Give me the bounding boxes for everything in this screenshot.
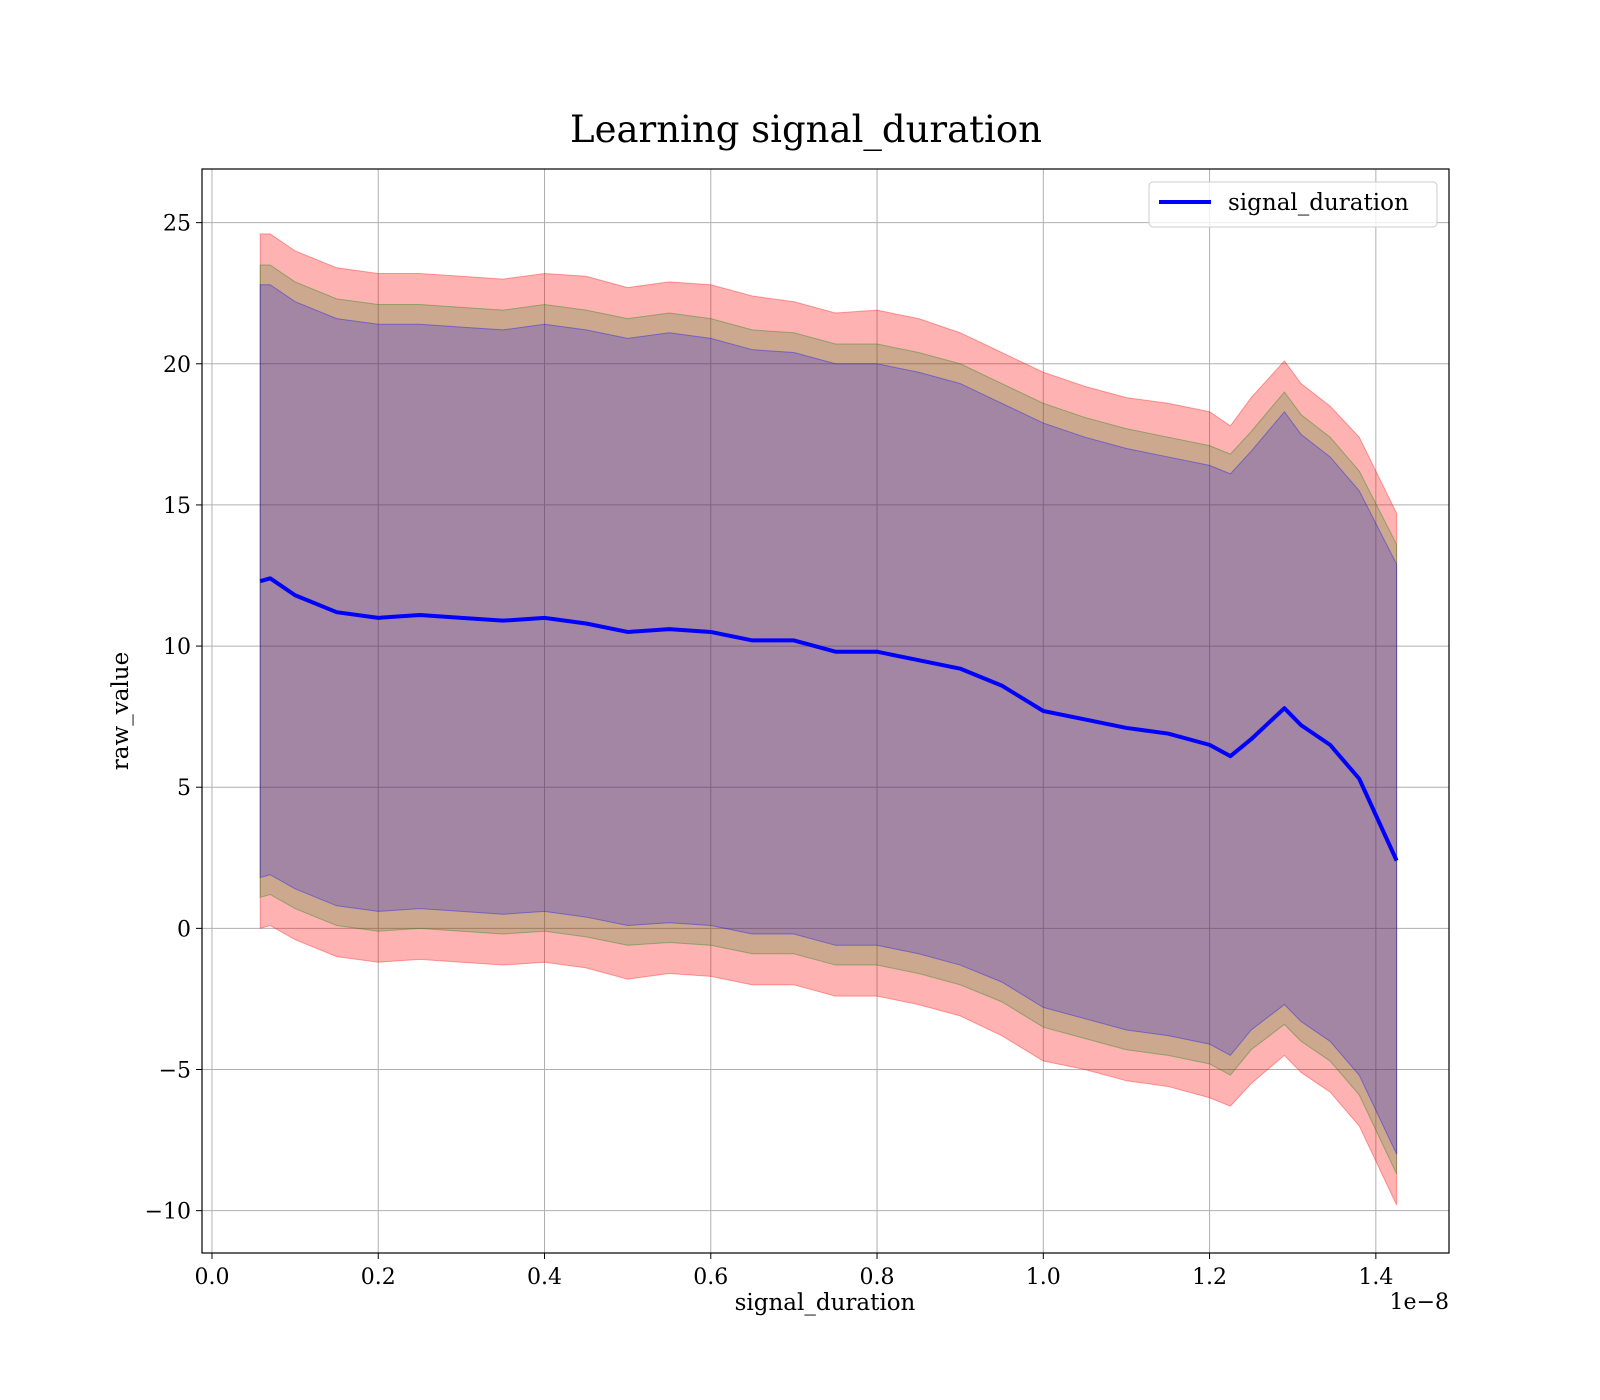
y-tick-label: −10 <box>145 1200 191 1225</box>
legend-box <box>1148 181 1438 228</box>
y-tick-label: −5 <box>159 1059 191 1084</box>
y-tick-label: 20 <box>163 353 191 378</box>
x-tick-label: 0.4 <box>527 1265 562 1290</box>
series-lines <box>259 576 1399 862</box>
y-tick-label: 10 <box>163 635 191 660</box>
x-tick-label: 0.2 <box>361 1265 396 1290</box>
confidence-band <box>259 233 1398 1206</box>
confidence-band <box>259 284 1398 1155</box>
x-tick-label: 0.0 <box>194 1265 229 1290</box>
plot-area <box>201 168 1450 1254</box>
x-tick-label: 1.2 <box>1192 1265 1227 1290</box>
x-axis-label: signal_duration <box>735 1290 916 1316</box>
plot-frame <box>201 168 1450 1254</box>
x-tick-label: 1.4 <box>1358 1265 1393 1290</box>
x-axis-ticks: 0.0 0.2 0.4 0.6 0.8 1.0 1.2 1.4 <box>194 1253 1393 1290</box>
chart-title: Learning signal_duration <box>570 108 1042 152</box>
uncertainty-bands <box>259 233 1398 1206</box>
confidence-band <box>259 264 1398 1175</box>
x-axis-offset-label: 1e−8 <box>1390 1290 1449 1315</box>
y-axis-label: raw_value <box>108 652 134 770</box>
x-tick-label: 0.8 <box>860 1265 895 1290</box>
y-axis-ticks: −10 −5 0 5 10 15 20 25 <box>145 212 202 1225</box>
x-tick-label: 1.0 <box>1026 1265 1061 1290</box>
y-tick-label: 25 <box>163 212 191 237</box>
y-tick-label: 0 <box>177 917 191 942</box>
legend-label: signal_duration <box>1228 190 1409 216</box>
x-tick-label: 0.6 <box>693 1265 728 1290</box>
series-line <box>259 576 1399 862</box>
legend: signal_duration <box>1148 181 1438 228</box>
y-tick-label: 15 <box>163 494 191 519</box>
y-tick-label: 5 <box>177 776 191 801</box>
